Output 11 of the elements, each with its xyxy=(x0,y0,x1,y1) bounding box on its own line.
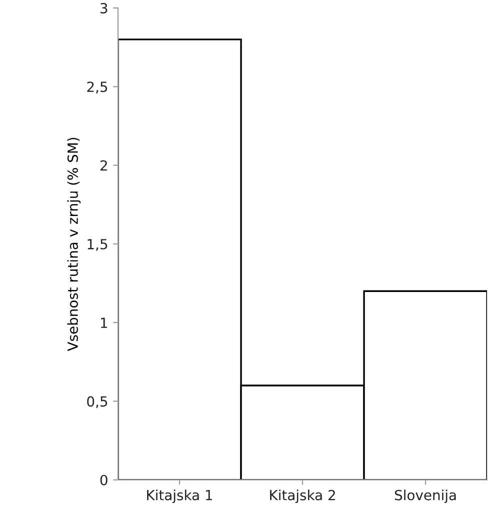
x-tick-label: Kitajska 1 xyxy=(147,490,212,504)
y-tick-label: 1 xyxy=(100,318,108,328)
y-tick-label: 1,5 xyxy=(88,239,108,251)
x-tick-label: Slovenija xyxy=(394,490,456,504)
x-tick-label: Kitajska 2 xyxy=(270,490,335,504)
y-axis-title: Vsebnost rutina v zrnju (% SM) xyxy=(67,138,81,352)
y-tick-label: 3 xyxy=(100,2,108,14)
y-tick-label: 0,5 xyxy=(87,396,108,408)
y-tick-label: 2 xyxy=(100,160,107,171)
y-tick-label: 0 xyxy=(100,474,108,486)
y-tick-label: 2,5 xyxy=(87,82,108,94)
